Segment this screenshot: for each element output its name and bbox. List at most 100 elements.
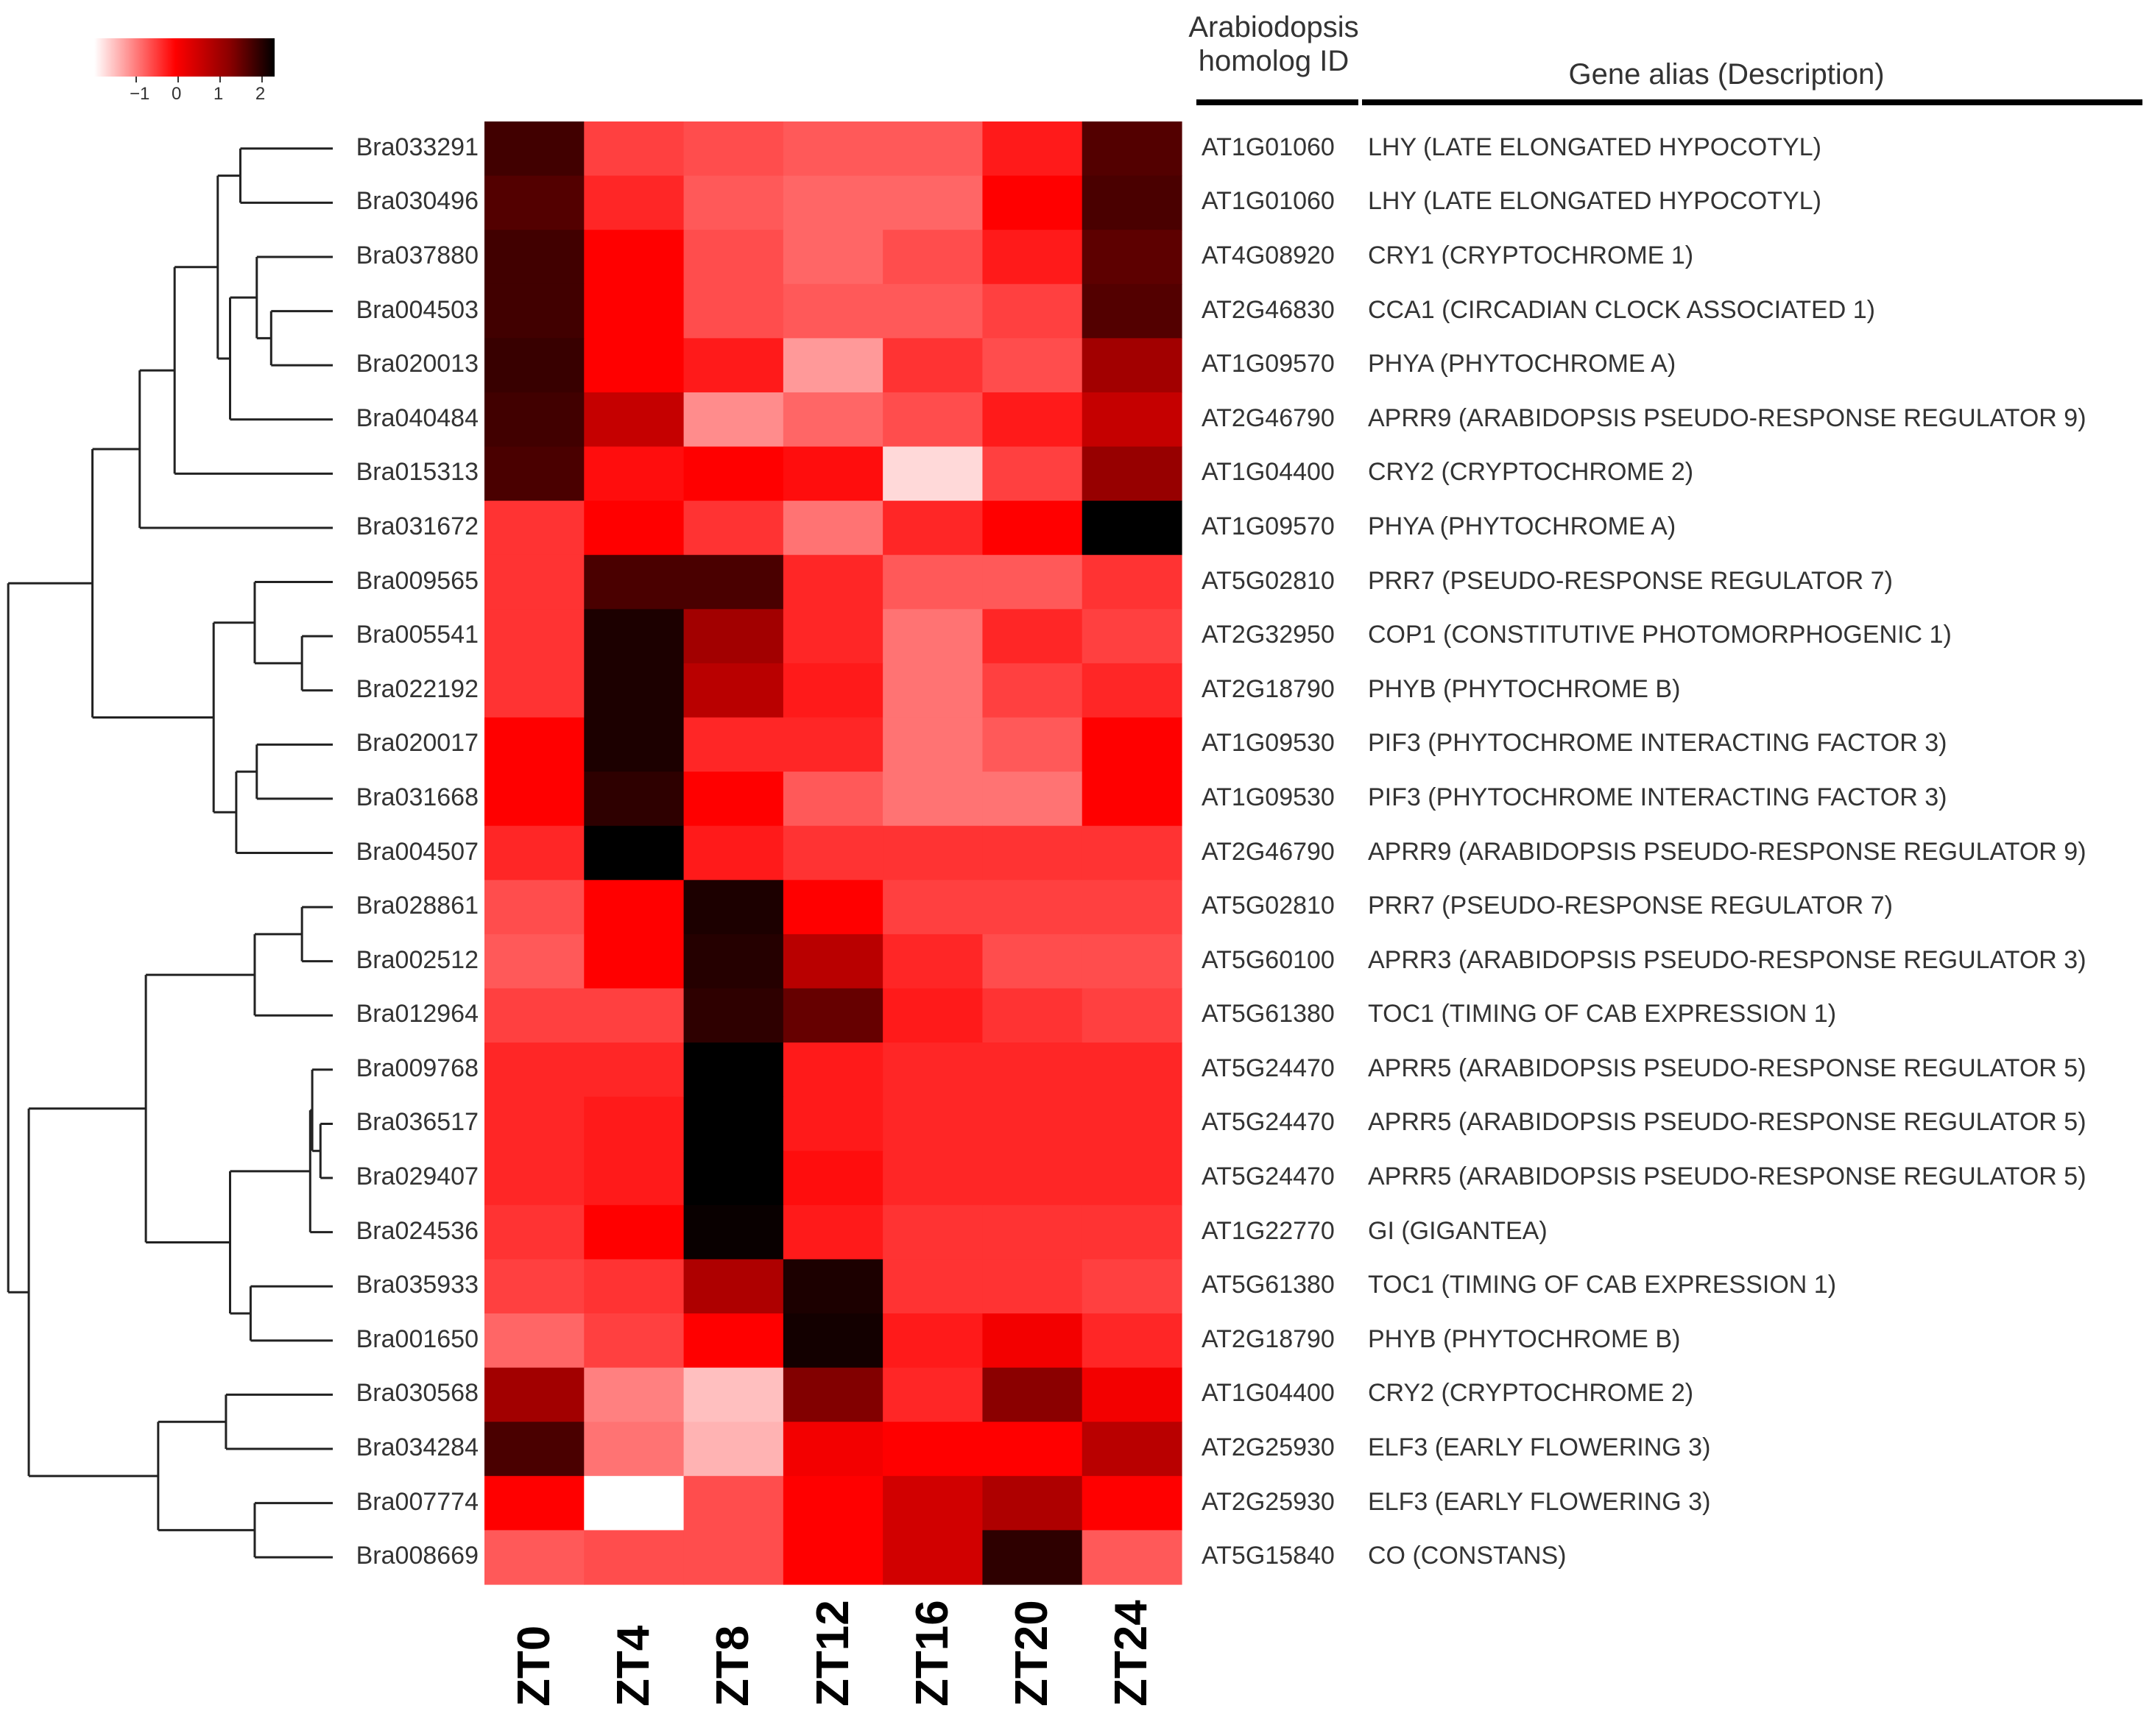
heatmap-cell bbox=[584, 1313, 685, 1369]
heatmap-cell bbox=[1082, 1096, 1182, 1151]
heatmap-cell bbox=[683, 392, 784, 448]
heatmap-cell bbox=[783, 1422, 883, 1477]
heatmap-cell bbox=[683, 1313, 784, 1369]
homolog-header-rule bbox=[1196, 99, 1358, 105]
heatmap-cell bbox=[1082, 283, 1182, 339]
row-gene-description: LHY (LATE ELONGATED HYPOCOTYL) bbox=[1368, 133, 1821, 161]
heatmap-cell bbox=[982, 1367, 1083, 1422]
row-gene-label: Bra024536 bbox=[356, 1216, 479, 1245]
heatmap-cell bbox=[883, 1367, 984, 1422]
row-homolog-id: AT5G61380 bbox=[1202, 1271, 1335, 1299]
heatmap-cell bbox=[982, 663, 1083, 719]
heatmap-cell bbox=[683, 175, 784, 230]
row-homolog-id: AT2G25930 bbox=[1202, 1487, 1335, 1516]
heatmap-cell bbox=[1082, 1422, 1182, 1477]
heatmap-cell bbox=[683, 1530, 784, 1585]
row-gene-description: PRR7 (PSEUDO-RESPONSE REGULATOR 7) bbox=[1368, 892, 1893, 920]
heatmap-cell bbox=[1082, 1530, 1182, 1585]
heatmap-cell bbox=[982, 1530, 1083, 1585]
row-gene-description: PIF3 (PHYTOCHROME INTERACTING FACTOR 3) bbox=[1368, 783, 1947, 811]
heatmap-cell bbox=[783, 934, 883, 989]
row-gene-description: ELF3 (EARLY FLOWERING 3) bbox=[1368, 1433, 1711, 1462]
heatmap-cell bbox=[484, 825, 585, 881]
heatmap-cell bbox=[1082, 772, 1182, 827]
heatmap-cell bbox=[783, 283, 883, 339]
row-homolog-id: AT1G09570 bbox=[1202, 350, 1335, 378]
row-homolog-id: AT1G01060 bbox=[1202, 187, 1335, 216]
row-gene-description: PHYA (PHYTOCHROME A) bbox=[1368, 512, 1676, 540]
heatmap-cell bbox=[982, 1042, 1083, 1098]
heatmap-cell bbox=[982, 1313, 1083, 1369]
heatmap-cell bbox=[982, 283, 1083, 339]
heatmap-cell bbox=[683, 663, 784, 719]
row-gene-description: PIF3 (PHYTOCHROME INTERACTING FACTOR 3) bbox=[1368, 729, 1947, 758]
heatmap-cell bbox=[883, 1475, 984, 1531]
heatmap-cell bbox=[484, 1204, 585, 1260]
heatmap-cell bbox=[982, 609, 1083, 664]
heatmap-cell bbox=[484, 501, 585, 556]
heatmap-cell bbox=[484, 446, 585, 501]
row-homolog-id: AT1G01060 bbox=[1202, 133, 1335, 161]
heatmap-cell bbox=[883, 446, 984, 501]
heatmap-cell bbox=[484, 1313, 585, 1369]
heatmap-cell bbox=[883, 772, 984, 827]
row-homolog-id: AT1G04400 bbox=[1202, 1379, 1335, 1408]
row-homolog-id: AT5G24470 bbox=[1202, 1108, 1335, 1137]
heatmap-cell bbox=[883, 825, 984, 881]
row-gene-description: APRR9 (ARABIDOPSIS PSEUDO-RESPONSE REGUL… bbox=[1368, 837, 2086, 866]
column-label: ZT4 bbox=[607, 1625, 659, 1707]
heatmap-cells bbox=[484, 121, 1182, 1585]
heatmap-cell bbox=[683, 825, 784, 881]
heatmap-cell bbox=[584, 501, 685, 556]
heatmap-cell bbox=[982, 1096, 1083, 1151]
row-homolog-id: AT1G22770 bbox=[1202, 1216, 1335, 1245]
row-homolog-id: AT5G61380 bbox=[1202, 1000, 1335, 1028]
heatmap-cell bbox=[783, 1475, 883, 1531]
heatmap-cell bbox=[683, 772, 784, 827]
heatmap-cell bbox=[1082, 988, 1182, 1043]
row-gene-label: Bra008669 bbox=[356, 1542, 479, 1570]
heatmap-cell bbox=[783, 1042, 883, 1098]
row-homolog-id: AT5G60100 bbox=[1202, 945, 1335, 974]
heatmap-cell bbox=[783, 121, 883, 177]
heatmap-cell bbox=[683, 1367, 784, 1422]
heatmap-cell bbox=[683, 121, 784, 177]
heatmap-cell bbox=[1082, 554, 1182, 610]
heatmap-cell bbox=[683, 717, 784, 772]
heatmap-cell bbox=[883, 175, 984, 230]
row-gene-description: APRR5 (ARABIDOPSIS PSEUDO-RESPONSE REGUL… bbox=[1368, 1054, 2086, 1082]
heatmap-cell bbox=[584, 1259, 685, 1314]
heatmap-cell bbox=[584, 554, 685, 610]
row-gene-description: CRY2 (CRYPTOCHROME 2) bbox=[1368, 1379, 1694, 1408]
heatmap-cell bbox=[683, 446, 784, 501]
homolog-header-line2: homolog ID bbox=[1198, 45, 1350, 77]
row-gene-description: PRR7 (PSEUDO-RESPONSE REGULATOR 7) bbox=[1368, 566, 1893, 595]
heatmap-cell bbox=[584, 988, 685, 1043]
heatmap-cell bbox=[584, 772, 685, 827]
homolog-header-line1: Arabiodopsis bbox=[1188, 11, 1359, 43]
row-homolog-id: AT5G15840 bbox=[1202, 1542, 1335, 1570]
heatmap-cell bbox=[883, 1530, 984, 1585]
heatmap-cell bbox=[883, 1042, 984, 1098]
heatmap-cell bbox=[683, 1475, 784, 1531]
row-gene-label: Bra001650 bbox=[356, 1324, 479, 1353]
heatmap-cell bbox=[1082, 121, 1182, 177]
heatmap-cell bbox=[883, 880, 984, 935]
heatmap-cell bbox=[683, 1096, 784, 1151]
row-gene-description: PHYB (PHYTOCHROME B) bbox=[1368, 1324, 1681, 1353]
heatmap-cell bbox=[883, 121, 984, 177]
heatmap-cell bbox=[783, 554, 883, 610]
heatmap-cell bbox=[883, 934, 984, 989]
heatmap-cell bbox=[783, 1259, 883, 1314]
heatmap-cell bbox=[584, 121, 685, 177]
heatmap-cell bbox=[982, 772, 1083, 827]
row-gene-label: Bra004507 bbox=[356, 837, 479, 866]
heatmap-cell bbox=[584, 446, 685, 501]
heatmap-cell bbox=[1082, 230, 1182, 285]
heatmap-cell bbox=[982, 1259, 1083, 1314]
heatmap-cell bbox=[883, 230, 984, 285]
row-homolog-id: AT2G32950 bbox=[1202, 621, 1335, 649]
row-gene-label: Bra030496 bbox=[356, 187, 479, 216]
heatmap-cell bbox=[783, 988, 883, 1043]
